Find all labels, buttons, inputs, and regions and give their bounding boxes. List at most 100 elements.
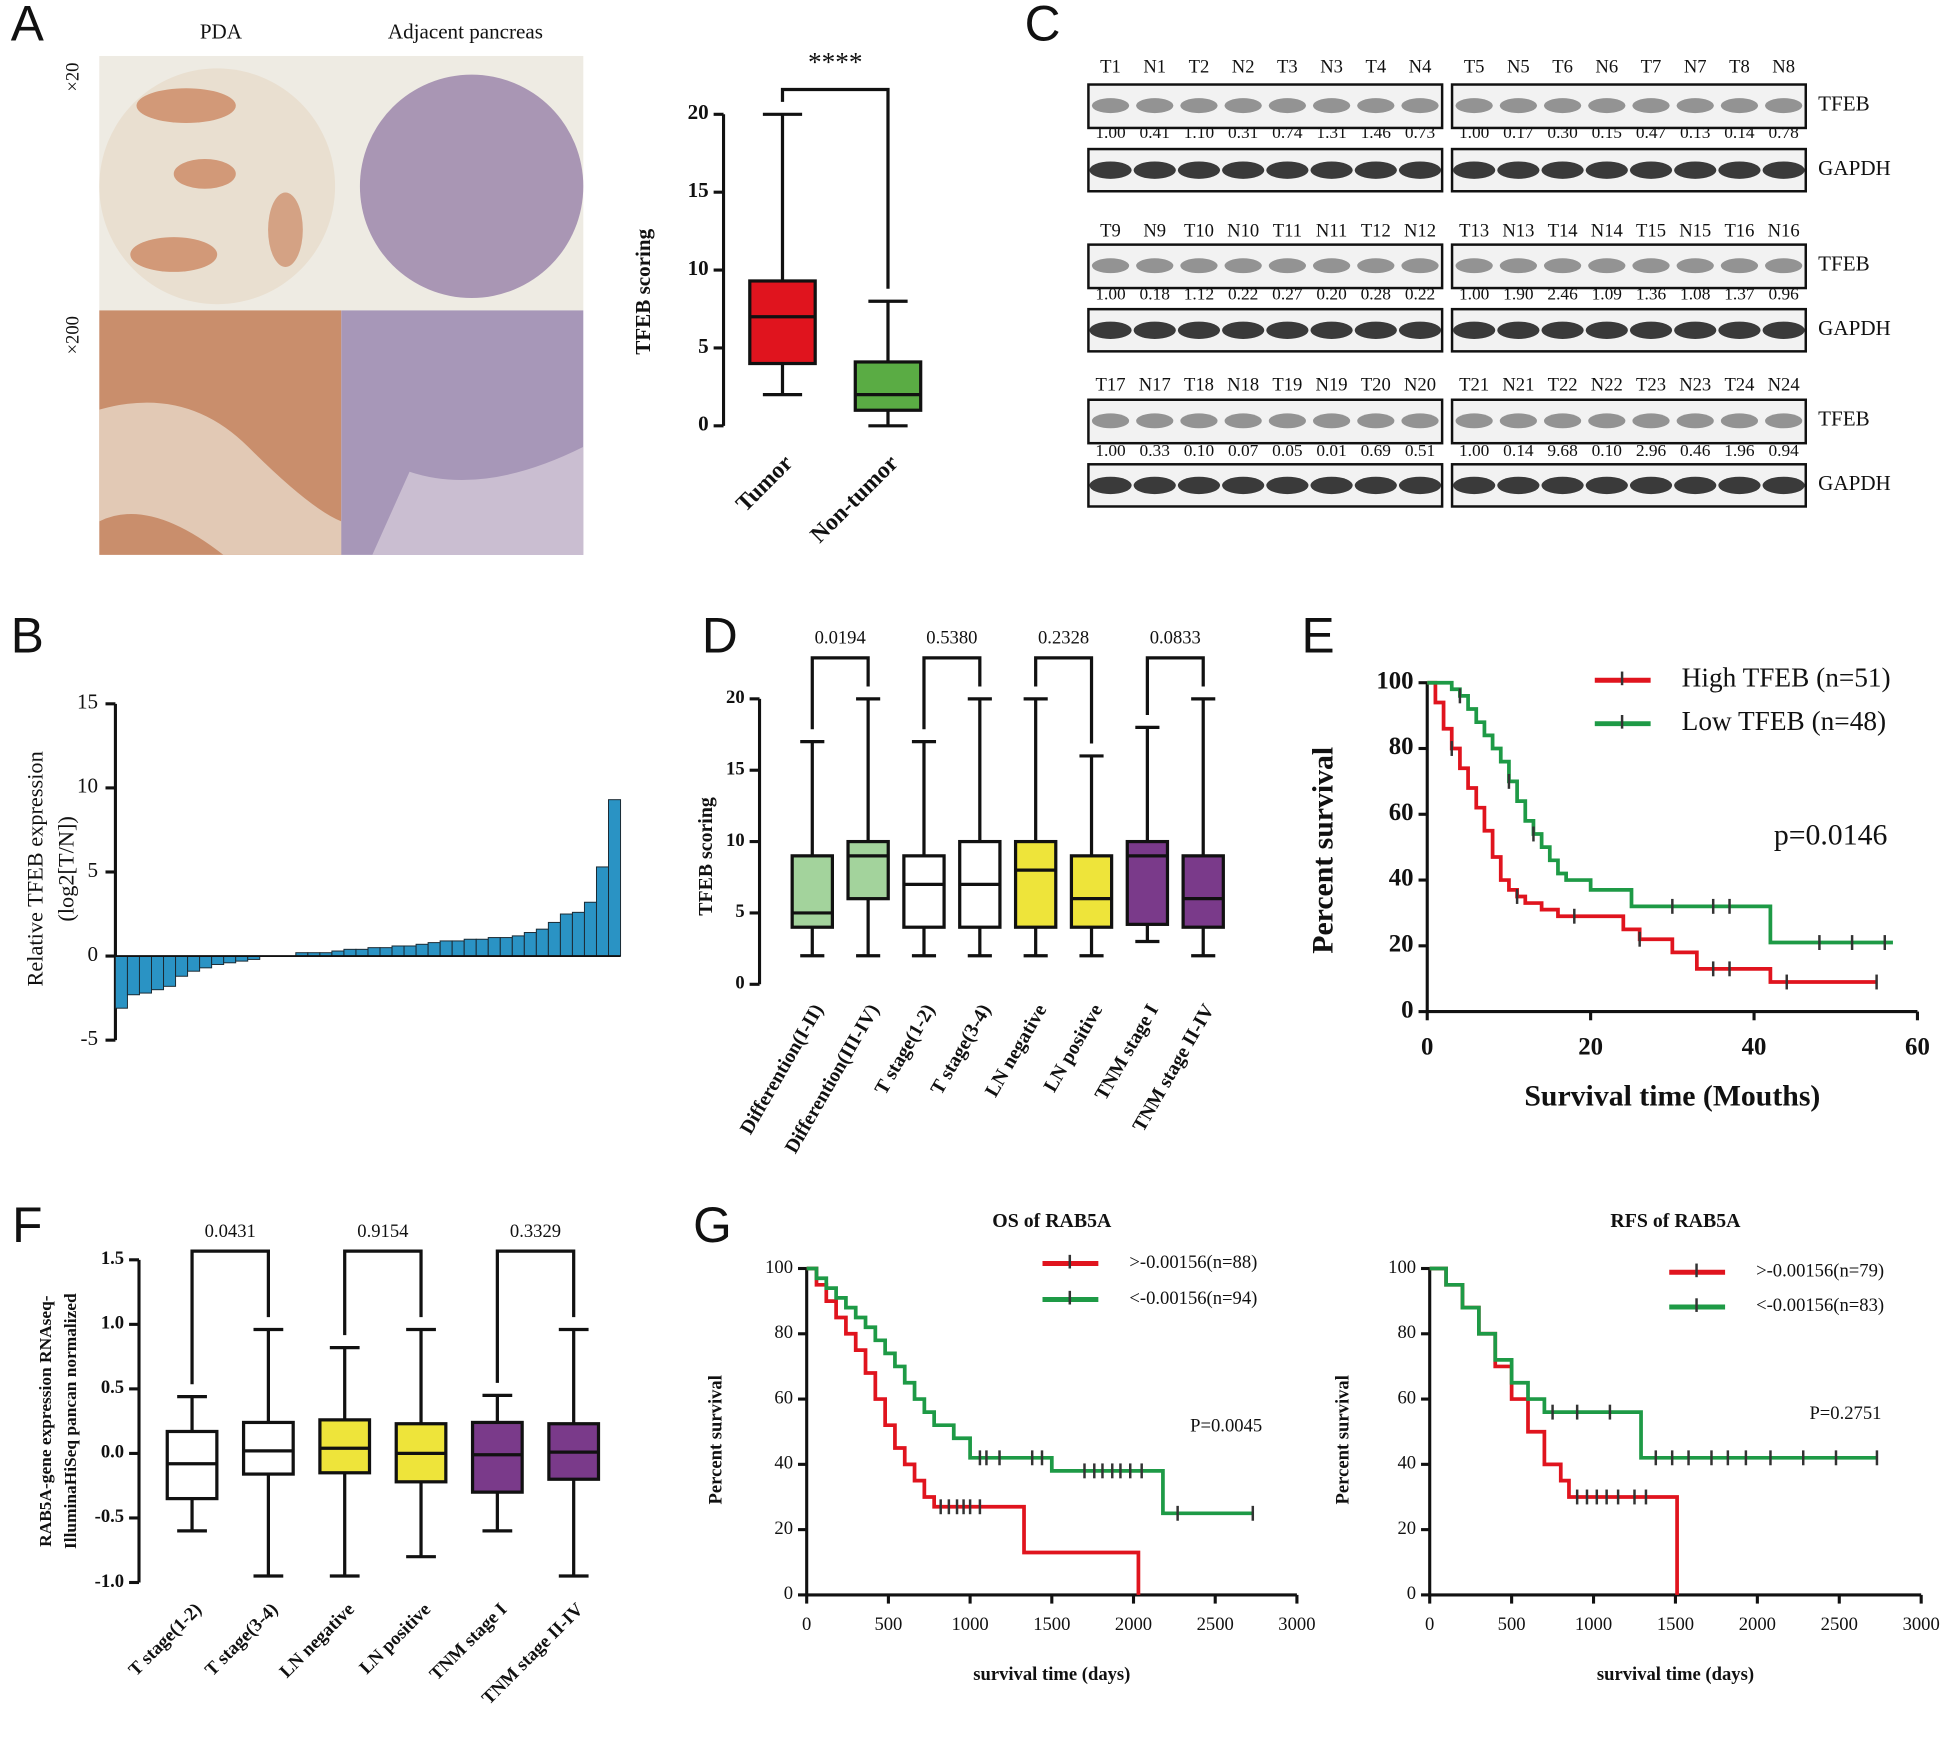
gapdh-band bbox=[1398, 161, 1442, 179]
significance-bracket bbox=[343, 1249, 423, 1336]
panel-label: C bbox=[1025, 0, 1061, 52]
lane-label: T14 bbox=[1548, 220, 1579, 241]
y-tick-label: 10 bbox=[726, 830, 745, 851]
tfeb-band bbox=[1268, 258, 1306, 274]
y-tick-label: 20 bbox=[774, 1518, 793, 1539]
y-tick-label: 20 bbox=[1397, 1518, 1416, 1539]
significance-label: 0.0194 bbox=[815, 628, 867, 649]
y-tick-label: 0 bbox=[735, 973, 744, 994]
tfeb-band bbox=[1720, 98, 1759, 114]
band-intensity: 0.51 bbox=[1405, 441, 1435, 460]
significance-label: 0.9154 bbox=[357, 1221, 409, 1242]
lane-label: N18 bbox=[1227, 374, 1259, 395]
lower-whisker bbox=[868, 410, 908, 428]
band-intensity: 0.47 bbox=[1636, 123, 1667, 142]
gapdh-band bbox=[1674, 161, 1717, 179]
tfeb-band bbox=[1765, 258, 1803, 274]
significance-bracket bbox=[810, 656, 870, 730]
gapdh-band bbox=[1453, 476, 1496, 495]
lower-whisker bbox=[856, 898, 881, 958]
gapdh-band bbox=[1354, 321, 1397, 339]
box bbox=[902, 854, 946, 929]
y-tick-label: 5 bbox=[698, 334, 709, 358]
band-intensity: 0.22 bbox=[1405, 284, 1435, 303]
band-intensity: 0.46 bbox=[1680, 441, 1711, 460]
tfeb-band bbox=[1401, 98, 1439, 114]
legend-label: Low TFEB (n=48) bbox=[1682, 706, 1886, 736]
bar bbox=[595, 866, 610, 957]
lower-whisker bbox=[177, 1498, 207, 1533]
lane-label: N3 bbox=[1320, 57, 1343, 78]
significance-bracket bbox=[190, 1249, 270, 1385]
bar bbox=[415, 943, 429, 957]
tfeb-band bbox=[1632, 98, 1670, 114]
tfeb-band bbox=[1455, 258, 1493, 274]
row-label: ×200 bbox=[63, 316, 84, 354]
x-tick-label: 1000 bbox=[1575, 1614, 1612, 1635]
tfeb-band bbox=[1224, 413, 1262, 429]
chart-title: OS of RAB5A bbox=[992, 1210, 1112, 1232]
x-tick-label: 2500 bbox=[1821, 1614, 1858, 1635]
x-tick-label: 40 bbox=[1742, 1034, 1767, 1061]
band-intensity: 0.74 bbox=[1272, 123, 1303, 142]
x-tick-label: 20 bbox=[1578, 1034, 1603, 1061]
significance-bracket bbox=[922, 656, 982, 730]
gapdh-band bbox=[1398, 321, 1442, 339]
gapdh-band bbox=[1629, 161, 1673, 179]
lane-label: T24 bbox=[1724, 374, 1755, 395]
lane-label: N14 bbox=[1591, 220, 1624, 241]
gapdh-band bbox=[1497, 161, 1540, 179]
gapdh-band bbox=[1674, 321, 1717, 339]
band-intensity: 0.28 bbox=[1361, 284, 1392, 303]
gapdh-band bbox=[1762, 161, 1805, 179]
tfeb-band bbox=[1499, 413, 1537, 429]
lower-whisker bbox=[482, 1492, 513, 1533]
bar bbox=[175, 955, 189, 977]
tfeb-band bbox=[1765, 413, 1803, 429]
lane-label: T7 bbox=[1641, 57, 1662, 78]
bar bbox=[126, 955, 140, 996]
bar bbox=[571, 911, 585, 957]
significance-bracket bbox=[495, 1249, 576, 1383]
y-tick-label: 20 bbox=[1389, 931, 1414, 958]
tfeb-band bbox=[1543, 98, 1582, 114]
blot-label: GAPDH bbox=[1818, 471, 1891, 495]
gapdh-band bbox=[1133, 476, 1176, 495]
x-tick-label: 1500 bbox=[1657, 1614, 1694, 1635]
bar bbox=[211, 955, 225, 965]
lower-whisker bbox=[1135, 924, 1160, 944]
y-tick-label: 20 bbox=[726, 687, 745, 708]
y-tick-label: 5 bbox=[87, 858, 98, 882]
gapdh-band bbox=[1718, 476, 1761, 495]
bar bbox=[343, 948, 357, 957]
lower-whisker bbox=[406, 1481, 436, 1559]
band-intensity: 0.69 bbox=[1361, 441, 1391, 460]
band-intensity: 0.13 bbox=[1680, 123, 1710, 142]
lane-label: N7 bbox=[1684, 57, 1707, 78]
tfeb-band bbox=[1632, 258, 1670, 274]
blot-label: GAPDH bbox=[1818, 156, 1891, 180]
tfeb-band bbox=[1499, 98, 1537, 114]
band-intensity: 1.00 bbox=[1459, 441, 1490, 460]
lane-label: T8 bbox=[1729, 57, 1750, 78]
lane-label: N13 bbox=[1502, 220, 1534, 241]
tfeb-band bbox=[1091, 413, 1130, 429]
upper-whisker bbox=[911, 740, 937, 856]
y-tick-label: 5 bbox=[735, 901, 744, 922]
column-label: Adjacent pancreas bbox=[388, 19, 543, 43]
x-tick-label: 1500 bbox=[1033, 1614, 1070, 1635]
gapdh-band bbox=[1354, 161, 1397, 179]
tfeb-band bbox=[1224, 98, 1262, 114]
band-intensity: 1.37 bbox=[1724, 284, 1755, 303]
x-tick-label: 60 bbox=[1905, 1034, 1930, 1061]
x-tick-label: T stage(3-4) bbox=[201, 1599, 282, 1680]
bar bbox=[523, 932, 537, 957]
y-tick-label: 10 bbox=[77, 774, 98, 798]
y-tick-label: 80 bbox=[774, 1322, 793, 1343]
bar bbox=[475, 938, 489, 957]
bar bbox=[367, 947, 381, 957]
panel-label: E bbox=[1301, 607, 1334, 663]
gapdh-band bbox=[1762, 476, 1805, 495]
